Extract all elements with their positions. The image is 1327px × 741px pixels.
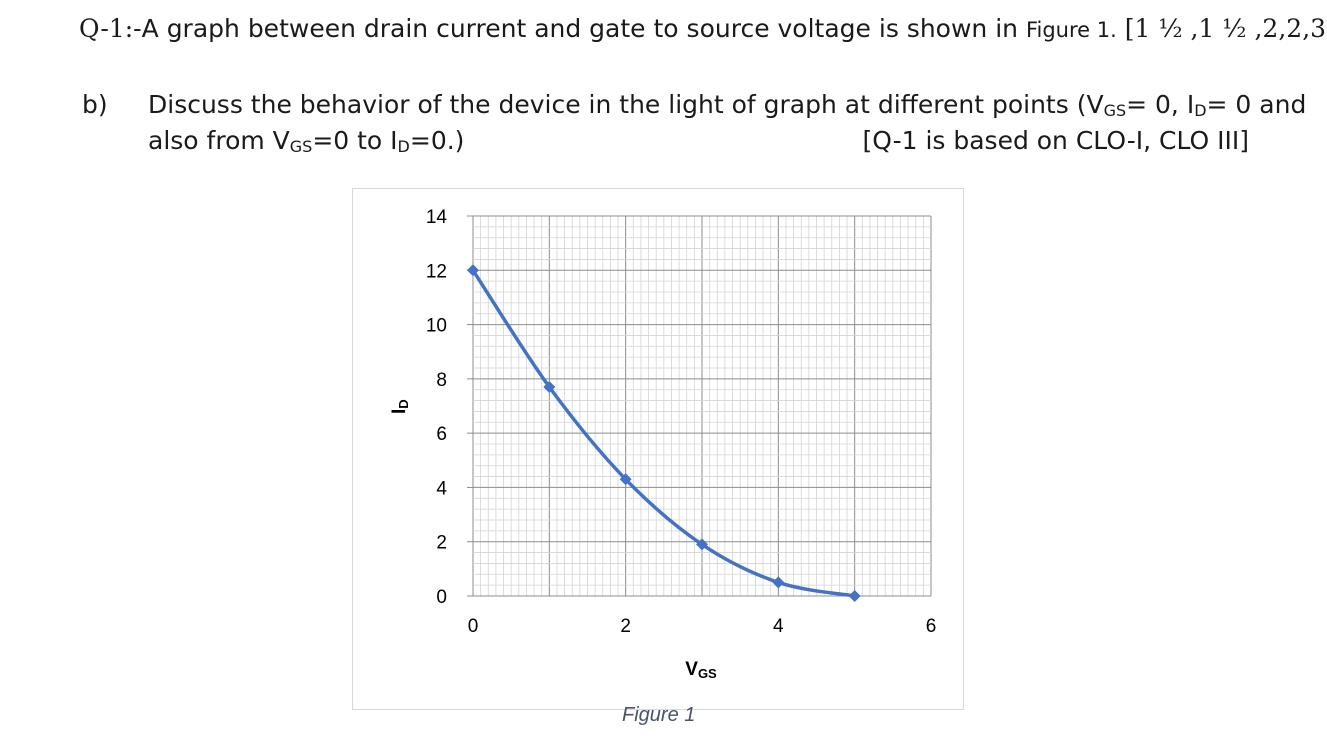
question-text: A graph between drain current and gate t… <box>141 14 1026 43</box>
y-tick-label: 6 <box>436 424 447 445</box>
y-tick-label: 14 <box>426 207 448 228</box>
data-point-marker <box>772 576 785 589</box>
question-line: Q-1:-A graph between drain current and g… <box>79 14 1327 43</box>
data-point-marker <box>543 381 556 393</box>
vgs-subscript: GS <box>289 137 313 156</box>
x-tick-label: 6 <box>926 616 937 637</box>
clo-note: [Q-1 is based on CLO-I, CLO III] <box>862 126 1249 155</box>
question-marks: [1 ½ ,1 ½ ,2,2,3] <box>1116 14 1327 43</box>
part-text-line1: Discuss the behavior of the device in th… <box>148 90 1306 120</box>
part-text-line2: also from VGS=0 to ID=0.) <box>148 126 464 156</box>
vgs-subscript: GS <box>1103 101 1127 120</box>
data-point-marker <box>696 538 708 551</box>
part-text-2b: =0 to I <box>312 126 398 155</box>
id-subscript: D <box>1194 101 1207 120</box>
y-tick-label: 0 <box>436 587 447 608</box>
part-text-1b: = 0, I <box>1126 90 1195 119</box>
drain-current-chart: 0 2 4 6 8 10 12 14 0 2 4 6 VGS ID <box>389 207 937 681</box>
part-text-2a: also from V <box>148 126 290 155</box>
data-point-marker <box>467 264 479 277</box>
y-tick-label: 10 <box>426 316 447 337</box>
y-tick-label: 8 <box>436 370 447 391</box>
part-label: b) <box>82 90 108 119</box>
x-tick-label: 4 <box>773 616 784 637</box>
y-tick-label: 12 <box>426 261 447 282</box>
figure-caption: Figure 1 <box>622 704 696 726</box>
x-axis-title: VGS <box>685 659 717 681</box>
x-tick-label: 0 <box>468 616 479 637</box>
part-text-2c: =0.) <box>409 126 465 155</box>
y-axis-title: ID <box>389 399 411 414</box>
id-subscript: D <box>397 137 410 156</box>
data-point-marker <box>619 473 632 486</box>
y-tick-label: 2 <box>436 533 447 554</box>
figure-reference: Figure 1. <box>1025 18 1117 42</box>
x-tick-label: 2 <box>620 616 631 637</box>
data-point-marker <box>848 590 861 602</box>
part-text-1c: = 0 and <box>1206 90 1307 119</box>
chart-container: 0 2 4 6 8 10 12 14 0 2 4 6 VGS ID <box>352 188 964 710</box>
y-tick-label: 4 <box>436 478 447 499</box>
part-text-1a: Discuss the behavior of the device in th… <box>148 90 1104 119</box>
question-number: Q-1:- <box>79 14 142 43</box>
